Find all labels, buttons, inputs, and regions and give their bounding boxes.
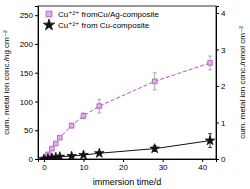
y-tick: 150 bbox=[20, 69, 38, 78]
x-tick-mark bbox=[163, 159, 164, 162]
y2-tick-label: 3 bbox=[221, 46, 226, 55]
marker bbox=[53, 141, 58, 146]
error-bar bbox=[81, 113, 85, 119]
plot-frame bbox=[38, 6, 216, 159]
y-tick-mark bbox=[35, 44, 38, 45]
error-bar bbox=[153, 73, 157, 90]
marker bbox=[57, 135, 62, 140]
y2-tick: 0 bbox=[216, 155, 226, 164]
x-tick-label: 30 bbox=[159, 163, 168, 172]
legend-symbol bbox=[43, 19, 54, 30]
y2-axis: 0 1 2 3 4 bbox=[216, 7, 226, 165]
legend-entry: Cu⁺²⁺ fromCu/Ag-composite bbox=[46, 10, 159, 19]
error-bar bbox=[97, 99, 101, 113]
marker bbox=[69, 123, 74, 128]
x-tick: 30 bbox=[159, 159, 168, 172]
marker bbox=[95, 148, 105, 157]
y2-tick-mark bbox=[216, 49, 219, 50]
marker bbox=[81, 114, 86, 119]
y2-axis-title: cum. metal ion conc./nmol cm⁻² bbox=[238, 26, 247, 139]
y-tick: 0 bbox=[29, 155, 38, 164]
series-line bbox=[44, 63, 210, 159]
y-axis: 0 50 100 150 200 250 bbox=[20, 7, 39, 165]
x-tick: 20 bbox=[119, 159, 128, 172]
y2-tick-mark bbox=[216, 86, 219, 87]
y-tick-mark bbox=[35, 130, 38, 131]
y2-tick: 1 bbox=[216, 119, 226, 128]
data-area bbox=[39, 56, 215, 159]
marker bbox=[67, 151, 77, 159]
y2-tick-label: 0 bbox=[221, 155, 226, 164]
x-tick-mark bbox=[44, 159, 45, 162]
legend-label: Cu⁺²⁺ fromCu/Ag-composite bbox=[58, 10, 159, 19]
x-tick-label: 40 bbox=[198, 163, 207, 172]
legend-symbol bbox=[46, 11, 52, 17]
y2-tick: 4 bbox=[216, 9, 226, 18]
y2-tick-label: 2 bbox=[221, 82, 226, 91]
y-tick: 50 bbox=[24, 126, 38, 135]
y-axis-title: cum. metal ion conc./ng cm⁻² bbox=[2, 30, 11, 135]
x-tick-mark bbox=[123, 159, 124, 162]
y2-tick-label: 4 bbox=[221, 9, 226, 18]
y-tick-mark bbox=[35, 159, 38, 160]
legend: Cu⁺²⁺ fromCu/Ag-composite Cu⁺²⁺ from Cu-c… bbox=[43, 10, 159, 30]
x-tick-label: 10 bbox=[80, 163, 89, 172]
y2-tick-mark bbox=[216, 122, 219, 123]
marker bbox=[49, 146, 54, 151]
y-axis-line bbox=[35, 7, 39, 160]
y-tick: 100 bbox=[20, 98, 38, 107]
x-tick-label: 0 bbox=[42, 163, 47, 172]
y-tick-mark bbox=[35, 73, 38, 74]
y-tick-label: 0 bbox=[29, 155, 34, 164]
marker bbox=[55, 152, 65, 159]
marker bbox=[208, 61, 213, 66]
y-tick-label: 200 bbox=[20, 40, 34, 49]
y2-axis-line bbox=[217, 7, 220, 160]
x-tick: 0 bbox=[42, 159, 47, 172]
y-tick-mark bbox=[35, 101, 38, 102]
y-tick-label: 250 bbox=[20, 11, 34, 20]
y2-tick: 3 bbox=[216, 46, 226, 55]
marker bbox=[79, 150, 89, 159]
y-tick-mark bbox=[35, 15, 38, 16]
legend-entry: Cu⁺²⁺ from Cu-composite bbox=[43, 19, 149, 30]
chart: 0 10 20 30 40 0 50 100 150 200 250 0 1 2 3 4 Cu⁺²⁺ fromC… bbox=[0, 0, 250, 189]
x-axis: 0 10 20 30 40 bbox=[39, 159, 217, 172]
x-tick: 40 bbox=[198, 159, 207, 172]
x-tick-mark bbox=[83, 159, 84, 162]
x-tick-mark bbox=[202, 159, 203, 162]
error-bar-cap bbox=[208, 69, 212, 70]
error-bar bbox=[70, 123, 74, 128]
x-axis-title: immersion time/d bbox=[93, 177, 162, 187]
y-tick-label: 150 bbox=[20, 69, 34, 78]
y-tick: 200 bbox=[20, 40, 38, 49]
error-bar-cap bbox=[208, 147, 212, 148]
marker bbox=[97, 104, 102, 109]
x-tick: 10 bbox=[80, 159, 89, 172]
error-bar-cap bbox=[97, 99, 101, 100]
error-bar-cap bbox=[153, 89, 157, 90]
y-tick: 250 bbox=[20, 11, 38, 20]
error-bar-cap bbox=[97, 112, 101, 113]
y2-tick: 2 bbox=[216, 82, 226, 91]
error-bar-cap bbox=[153, 72, 157, 73]
marker bbox=[205, 136, 215, 145]
y2-tick-label: 1 bbox=[221, 119, 226, 128]
marker bbox=[152, 79, 157, 84]
y2-tick-mark bbox=[216, 13, 219, 14]
legend-label: Cu⁺²⁺ from Cu-composite bbox=[58, 21, 150, 30]
y2-tick-mark bbox=[216, 159, 219, 160]
x-axis-line bbox=[39, 160, 217, 163]
error-bar-cap bbox=[208, 133, 212, 134]
y-tick-label: 50 bbox=[24, 126, 33, 135]
plot: 0 10 20 30 40 0 50 100 150 200 250 0 1 2 3 4 Cu⁺²⁺ fromC… bbox=[20, 6, 226, 172]
x-tick-label: 20 bbox=[119, 163, 128, 172]
marker bbox=[150, 144, 160, 153]
error-bar bbox=[208, 56, 212, 70]
y-tick-label: 100 bbox=[20, 98, 34, 107]
error-bar-cap bbox=[208, 56, 212, 57]
